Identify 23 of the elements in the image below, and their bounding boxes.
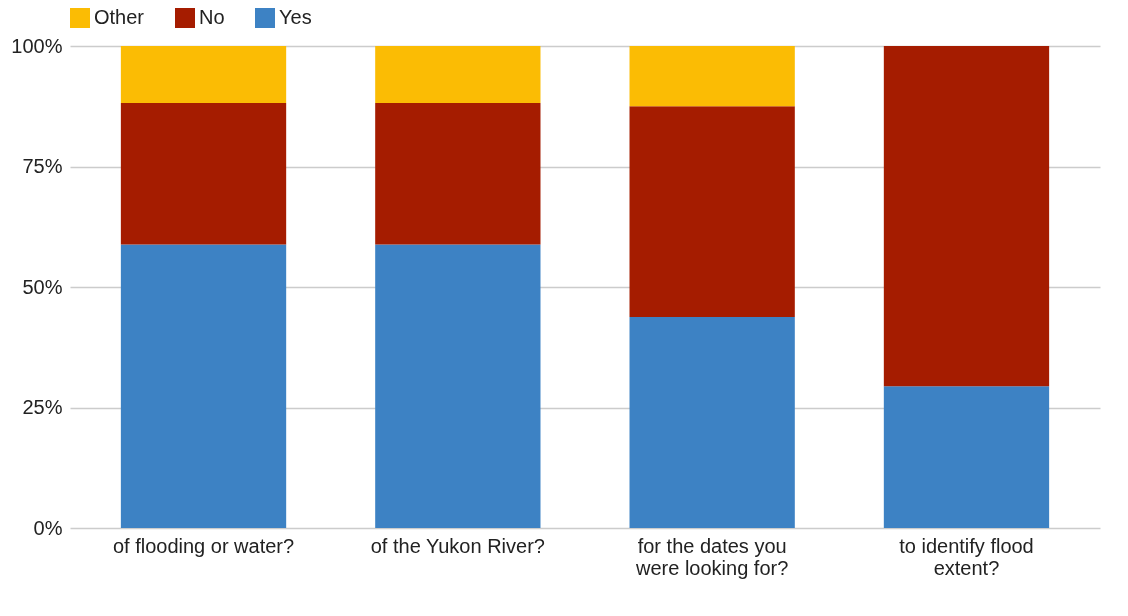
bar xyxy=(629,106,795,317)
bar xyxy=(120,46,287,103)
bar xyxy=(375,244,541,528)
bar xyxy=(120,102,287,245)
x-tick-label: of the Yukon River? xyxy=(370,534,545,557)
bar xyxy=(375,102,541,245)
x-tick-label: of flooding or water? xyxy=(112,534,295,557)
legend-label: Other xyxy=(94,6,145,28)
y-tick-label: 50% xyxy=(22,275,63,298)
bar xyxy=(629,46,795,107)
bar xyxy=(883,46,1050,387)
legend-label: Yes xyxy=(279,6,312,28)
y-tick-label: 25% xyxy=(22,396,63,418)
x-tick-label: for the dates you were looking for? xyxy=(635,534,789,579)
bar xyxy=(629,316,795,528)
bar xyxy=(375,46,541,103)
x-tick-label: to identify flood extent? xyxy=(899,534,1034,579)
y-tick-label: 100% xyxy=(11,34,63,57)
legend-label: No xyxy=(199,6,225,28)
y-tick-label: 0% xyxy=(33,516,63,539)
bar xyxy=(120,244,287,528)
bar xyxy=(883,386,1050,528)
y-tick-label: 75% xyxy=(22,155,63,177)
